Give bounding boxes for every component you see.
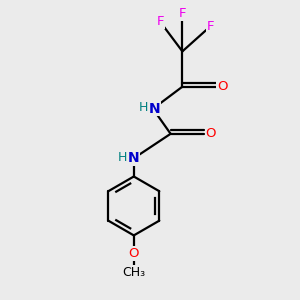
Text: F: F [178, 7, 186, 20]
Text: N: N [148, 102, 160, 116]
Text: O: O [129, 247, 139, 260]
Text: N: N [128, 151, 140, 165]
Text: O: O [206, 127, 216, 140]
Text: H: H [139, 101, 148, 114]
Text: F: F [157, 15, 164, 28]
Text: H: H [118, 151, 127, 164]
Text: F: F [207, 20, 214, 33]
Text: O: O [218, 80, 228, 93]
Text: CH₃: CH₃ [122, 266, 146, 279]
